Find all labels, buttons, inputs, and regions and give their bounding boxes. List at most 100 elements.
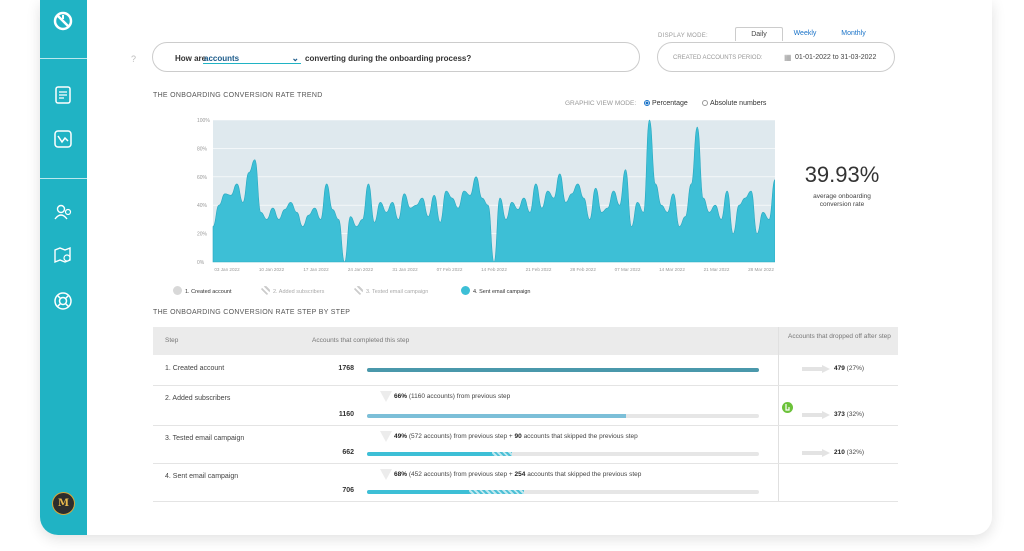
row-divider [153, 463, 898, 464]
app-window: M ? How are accounts ⌄ converting during… [40, 0, 992, 535]
tab-daily[interactable]: Daily [735, 27, 783, 41]
legend-swatch [261, 286, 270, 295]
step-notch-icon [380, 391, 392, 402]
legend-item-subscribers[interactable]: 2. Added subscribers [261, 286, 324, 296]
step-count: 662 [342, 449, 354, 456]
chart-xtick-label: 14 Mar 2022 [659, 267, 685, 272]
header-step: Step [165, 337, 179, 344]
steps-table-header: Step Accounts that completed this step A… [153, 327, 898, 355]
step-name: 3. Tested email campaign [165, 435, 245, 442]
chart-xtick-label: 10 Jan 2022 [259, 267, 285, 272]
step-note: 66% (1160 accounts) from previous step [394, 393, 510, 400]
users-icon[interactable] [52, 201, 74, 223]
header-dropped: Accounts that dropped off after step [788, 333, 891, 340]
average-rate-label: average onboarding conversion rate [813, 193, 871, 208]
radio-absolute[interactable]: Absolute numbers [702, 100, 766, 107]
dropoff-arrow-icon [802, 449, 830, 457]
step-bar [367, 490, 759, 494]
legend-item-created[interactable]: 1. Created account [173, 286, 231, 296]
calendar-icon: ▦ [784, 53, 792, 62]
step-bar-fill [367, 414, 626, 418]
dropoff-percent: (32%) [846, 411, 865, 418]
trend-title: THE ONBOARDING CONVERSION RATE TREND [153, 92, 323, 99]
chart-xtick-label: 14 Feb 2022 [481, 267, 507, 272]
chart-xtick-label: 17 Jan 2022 [303, 267, 329, 272]
question-box: How are accounts ⌄ converting during the… [152, 42, 640, 72]
chevron-down-icon: ⌄ [291, 53, 299, 63]
radio-label: Percentage [652, 100, 688, 107]
chart-ytick-label: 60% [197, 175, 208, 181]
step-count: 1160 [338, 411, 354, 418]
period-value: 01-01-2022 to 31-03-2022 [795, 54, 877, 61]
average-rate-value: 39.93% [804, 162, 880, 187]
step-note-percent: 49% [394, 433, 408, 440]
report-icon[interactable] [52, 84, 74, 106]
step-bar-fill [367, 452, 493, 456]
legend-item-sent[interactable]: 4. Sent email campaign [461, 286, 530, 296]
legend-label: 3. Tested email campaign [366, 289, 429, 295]
radio-label: Absolute numbers [710, 100, 767, 107]
dropoff-arrow-icon [802, 411, 830, 419]
step-note-percent: 66% [394, 393, 408, 400]
step-bar-skipped [492, 452, 513, 456]
step-name: 4. Sent email campaign [165, 473, 239, 480]
step-bar [367, 368, 759, 372]
funnel-chart-icon[interactable] [52, 128, 74, 150]
avatar[interactable]: M [52, 492, 75, 515]
row-divider [153, 385, 898, 386]
step-count: 706 [342, 487, 354, 494]
map-icon[interactable] [52, 244, 74, 266]
step-count: 1768 [338, 365, 354, 372]
legend-swatch [461, 286, 470, 295]
question-help-icon[interactable]: ? [131, 54, 137, 64]
legend-label: 4. Sent email campaign [473, 289, 531, 295]
step-note-percent: 68% [394, 471, 408, 478]
chart-ytick-label: 100% [197, 118, 210, 124]
sidebar-divider [40, 58, 87, 59]
step-bar-fill [367, 490, 469, 494]
chart-ytick-label: 20% [197, 232, 208, 238]
step-bar-skipped [468, 490, 524, 494]
tab-monthly[interactable]: Monthly [841, 30, 866, 37]
question-prefix: How are [175, 54, 207, 63]
chart-xtick-label: 31 Jan 2022 [392, 267, 418, 272]
row-divider [153, 425, 898, 426]
step-notch-icon [380, 469, 392, 480]
view-mode-label: GRAPHIC VIEW MODE: [565, 100, 637, 107]
step-note-text: (572 accounts) from previous step + [408, 433, 513, 440]
display-mode-label: DISPLAY MODE: [658, 33, 709, 39]
subject-value: accounts [204, 54, 240, 63]
legend-label: 1. Created account [185, 289, 232, 295]
tab-weekly[interactable]: Weekly [793, 30, 817, 37]
chart-ytick-label: 40% [197, 203, 208, 209]
dropoff-percent: (32%) [846, 449, 865, 456]
help-lifebuoy-icon[interactable] [52, 290, 74, 312]
column-divider [778, 327, 779, 502]
step-note-text2: accounts that skipped the previous step [523, 433, 638, 440]
dropoff-arrow-icon [802, 365, 830, 373]
dropoff-count: 210 [834, 449, 845, 456]
trend-chart[interactable]: 0% 20% 40% 60% 80% 100% 03 Jan 2022 10 Jan 2022… [145, 112, 775, 280]
step-name: 2. Added subscribers [165, 395, 231, 402]
step-notch-icon [380, 431, 392, 442]
step-note: 68% (452 accounts) from previous step + … [394, 471, 641, 478]
chart-xtick-label: 28 Feb 2022 [570, 267, 596, 272]
chart-xtick-label: 24 Jan 2022 [348, 267, 374, 272]
step-note-skipped: 90 [514, 433, 522, 440]
legend-label: 2. Added subscribers [273, 289, 325, 295]
dropoff-count: 479 [834, 365, 845, 372]
steps-title: THE ONBOARDING CONVERSION RATE STEP BY S… [153, 309, 351, 316]
radio-dot [702, 100, 708, 106]
legend-item-tested[interactable]: 3. Tested email campaign [354, 286, 428, 296]
step-note: 49% (572 accounts) from previous step + … [394, 433, 638, 440]
subject-dropdown[interactable]: accounts ⌄ [203, 52, 301, 64]
chart-xtick-label: 21 Feb 2022 [526, 267, 552, 272]
row-divider [153, 501, 898, 502]
step-name: 1. Created account [165, 365, 225, 372]
header-completed: Accounts that completed this step [312, 337, 410, 344]
radio-percentage[interactable]: Percentage [644, 100, 688, 107]
logo-icon[interactable] [52, 10, 74, 32]
period-picker[interactable]: CREATED ACCOUNTS PERIOD: ▦ 01-01-2022 to… [657, 42, 895, 72]
sidebar: M [40, 0, 87, 535]
question-suffix: converting during the onboarding process… [305, 54, 472, 63]
